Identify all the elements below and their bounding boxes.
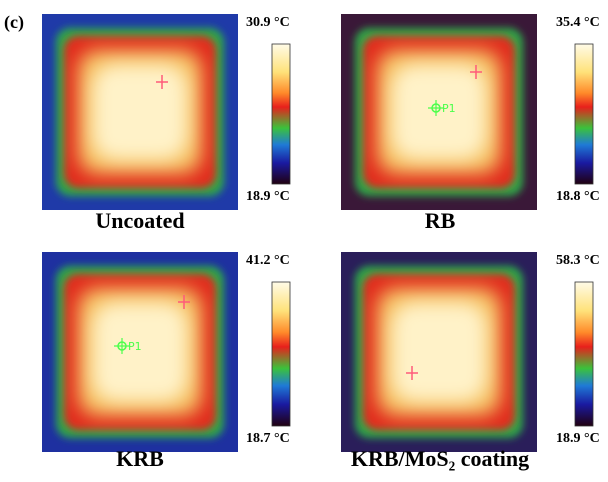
caption: KRB xyxy=(116,446,164,471)
min-label: 18.7 °C xyxy=(246,431,290,446)
marker-label: P1 xyxy=(442,102,456,115)
figure: (c) 30.9 °C 18.9 °C Uncoated P1 35.4 °C 18.8 … xyxy=(0,0,608,482)
min-label: 18.9 °C xyxy=(556,431,600,446)
caption: Uncoated xyxy=(95,208,184,233)
min-label: 18.8 °C xyxy=(556,189,600,204)
heat-zone xyxy=(391,64,487,160)
colorbar xyxy=(575,44,593,184)
max-label: 30.9 °C xyxy=(246,15,290,30)
panel-label: (c) xyxy=(4,12,24,33)
marker-label: P1 xyxy=(128,340,142,353)
thermal-image xyxy=(341,252,537,452)
thermal-image xyxy=(42,14,238,210)
thermal-image xyxy=(341,14,537,210)
colorbar xyxy=(575,282,593,426)
colorbar xyxy=(272,44,290,184)
heat-zone xyxy=(92,64,188,160)
max-label: 35.4 °C xyxy=(556,15,600,30)
caption: RB xyxy=(425,208,456,233)
max-label: 41.2 °C xyxy=(246,253,290,268)
colorbar xyxy=(272,282,290,426)
max-label: 58.3 °C xyxy=(556,253,600,268)
min-label: 18.9 °C xyxy=(246,189,290,204)
heat-zone xyxy=(391,302,487,402)
caption: KRB/MoS₂ coating xyxy=(351,446,529,471)
